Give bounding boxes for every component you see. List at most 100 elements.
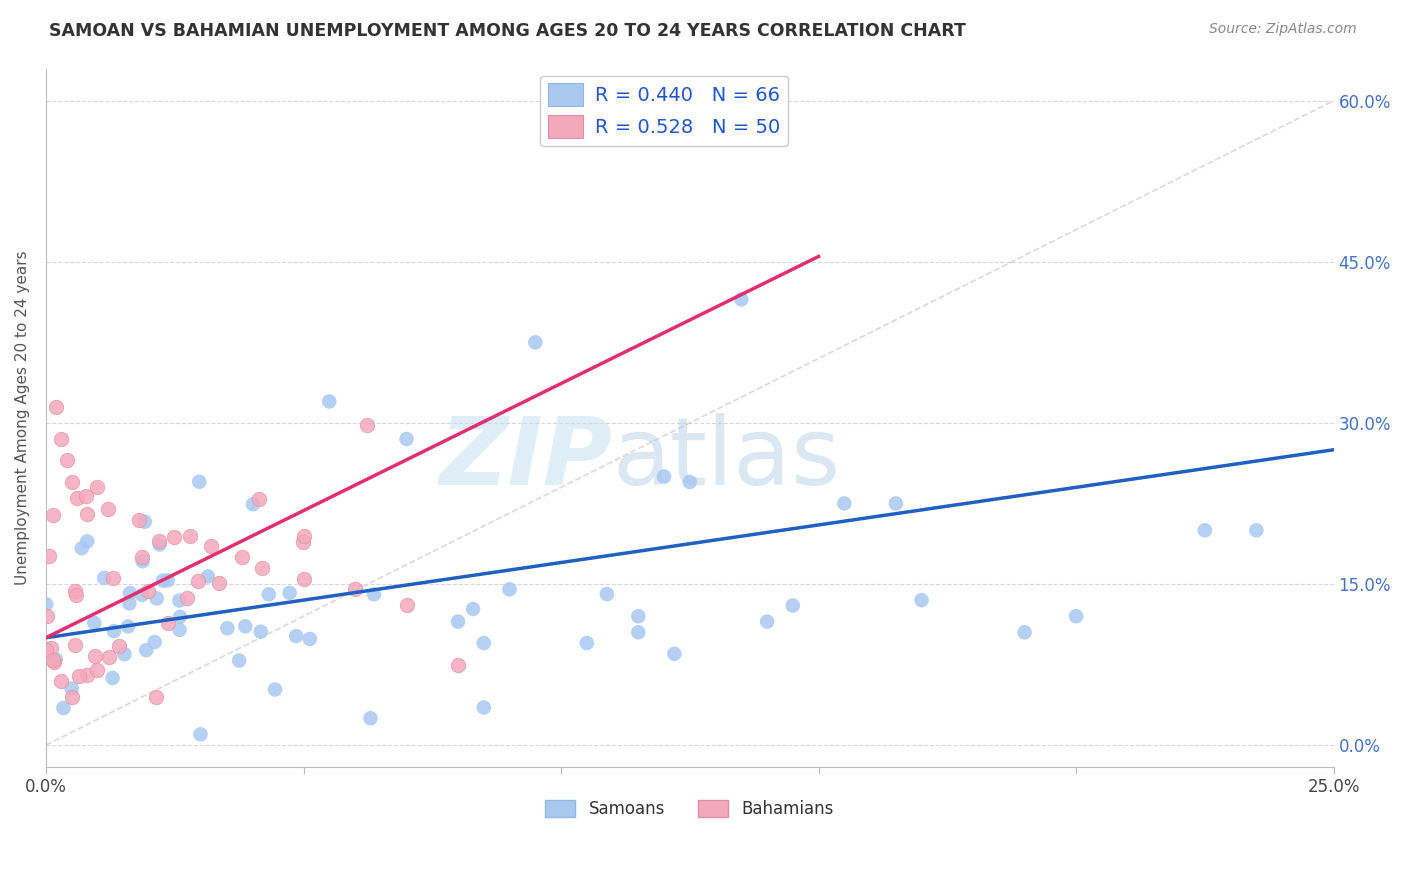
Point <box>247 492 270 507</box>
Point <box>1246 524 1268 538</box>
Point <box>395 432 418 446</box>
Point <box>285 629 308 643</box>
Point <box>472 636 495 650</box>
Point <box>93 571 115 585</box>
Point <box>63 584 86 599</box>
Point <box>730 293 752 307</box>
Point <box>292 529 315 543</box>
Point <box>627 625 650 640</box>
Point <box>343 582 366 597</box>
Point <box>472 700 495 714</box>
Point <box>228 654 250 668</box>
Point <box>461 602 484 616</box>
Point <box>157 615 180 630</box>
Y-axis label: Unemployment Among Ages 20 to 24 years: Unemployment Among Ages 20 to 24 years <box>15 251 30 585</box>
Point <box>45 400 67 414</box>
Point <box>66 491 89 505</box>
Point <box>39 641 62 656</box>
Point <box>63 639 86 653</box>
Point <box>76 668 98 682</box>
Point <box>138 583 160 598</box>
Point <box>117 619 139 633</box>
Point <box>575 636 598 650</box>
Point <box>118 596 141 610</box>
Point <box>231 550 253 565</box>
Point <box>652 469 675 483</box>
Point <box>60 690 83 704</box>
Point <box>45 652 67 666</box>
Point <box>834 496 856 510</box>
Point <box>1194 524 1216 538</box>
Point <box>35 609 58 624</box>
Point <box>65 588 87 602</box>
Legend: Samoans, Bahamians: Samoans, Bahamians <box>538 793 841 824</box>
Point <box>292 572 315 586</box>
Point <box>86 480 108 494</box>
Point <box>134 515 156 529</box>
Point <box>42 508 65 523</box>
Point <box>83 615 105 630</box>
Point <box>60 475 83 489</box>
Point <box>52 701 75 715</box>
Point <box>103 571 125 585</box>
Point <box>75 490 97 504</box>
Point <box>356 417 378 432</box>
Point <box>524 335 547 350</box>
Point <box>135 643 157 657</box>
Point <box>38 549 60 564</box>
Point <box>756 615 779 629</box>
Point <box>197 569 219 583</box>
Point <box>447 615 470 629</box>
Text: ZIP: ZIP <box>440 413 613 506</box>
Point <box>55 453 77 467</box>
Point <box>233 619 256 633</box>
Point <box>118 586 141 600</box>
Point <box>169 610 191 624</box>
Point <box>200 540 222 554</box>
Point <box>67 669 90 683</box>
Point <box>596 587 619 601</box>
Point <box>679 475 702 489</box>
Point <box>35 643 58 657</box>
Point <box>242 497 264 511</box>
Text: Source: ZipAtlas.com: Source: ZipAtlas.com <box>1209 22 1357 37</box>
Point <box>664 647 686 661</box>
Point <box>114 647 136 661</box>
Point <box>249 624 271 639</box>
Point <box>103 624 125 638</box>
Point <box>143 635 166 649</box>
Point <box>131 550 153 565</box>
Point <box>163 530 186 544</box>
Point <box>169 593 191 607</box>
Point <box>278 586 301 600</box>
Point <box>42 652 65 666</box>
Point <box>782 599 804 613</box>
Point <box>257 587 280 601</box>
Point <box>318 394 340 409</box>
Point <box>264 682 287 697</box>
Point <box>292 535 315 549</box>
Point <box>298 632 321 646</box>
Point <box>84 648 107 663</box>
Point <box>101 671 124 685</box>
Point <box>108 639 131 653</box>
Point <box>148 534 170 549</box>
Point <box>359 711 381 725</box>
Point <box>51 673 73 688</box>
Point <box>156 574 179 588</box>
Text: atlas: atlas <box>613 413 841 506</box>
Point <box>131 554 153 568</box>
Text: SAMOAN VS BAHAMIAN UNEMPLOYMENT AMONG AGES 20 TO 24 YEARS CORRELATION CHART: SAMOAN VS BAHAMIAN UNEMPLOYMENT AMONG AG… <box>49 22 966 40</box>
Point <box>60 681 83 696</box>
Point <box>252 561 274 575</box>
Point <box>910 593 932 607</box>
Point <box>51 432 73 446</box>
Point <box>363 587 385 601</box>
Point <box>176 591 198 606</box>
Point <box>190 727 212 741</box>
Point <box>169 623 191 637</box>
Point <box>395 599 418 613</box>
Point <box>97 501 120 516</box>
Point <box>179 529 201 543</box>
Point <box>98 650 121 665</box>
